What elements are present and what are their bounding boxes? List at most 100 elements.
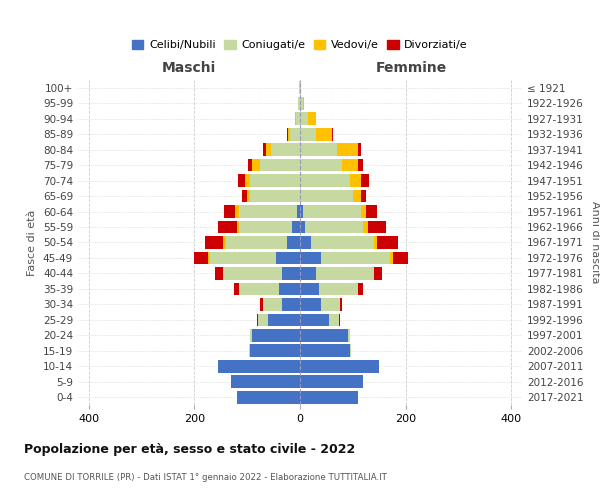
Bar [263,298,281,310]
Bar [300,344,350,357]
Bar [236,391,300,404]
Bar [316,128,332,140]
Bar [332,128,333,140]
Bar [239,205,298,218]
Bar [215,267,223,280]
Bar [238,174,245,187]
Bar [300,112,308,125]
Bar [300,376,364,388]
Bar [374,267,382,280]
Bar [374,236,377,249]
Bar [302,205,361,218]
Bar [247,190,250,202]
Bar [263,144,266,156]
Bar [338,314,340,326]
Text: Popolazione per età, sesso e stato civile - 2022: Popolazione per età, sesso e stato civil… [24,442,355,456]
Bar [350,344,351,357]
Bar [218,220,236,234]
Bar [300,144,337,156]
Bar [268,314,300,326]
Bar [266,144,271,156]
Bar [361,174,369,187]
Bar [218,360,300,372]
Bar [260,159,300,172]
Y-axis label: Anni di nascita: Anni di nascita [590,201,600,284]
Bar [276,252,300,264]
Bar [250,190,300,202]
Bar [205,236,223,249]
Bar [245,174,250,187]
Bar [361,205,366,218]
Bar [316,267,374,280]
Bar [300,205,302,218]
Bar [364,220,368,234]
Bar [337,144,358,156]
Bar [321,252,390,264]
Bar [210,252,276,264]
Bar [342,159,358,172]
Bar [361,190,366,202]
Bar [223,267,281,280]
Bar [271,144,300,156]
Bar [300,298,321,310]
Bar [300,360,379,372]
Bar [231,376,300,388]
Bar [300,128,316,140]
Bar [300,329,347,342]
Bar [239,220,292,234]
Bar [366,205,377,218]
Bar [260,298,263,310]
Bar [308,112,316,125]
Bar [292,220,300,234]
Bar [305,220,364,234]
Legend: Celibi/Nubili, Coniugati/e, Vedovi/e, Divorziati/e: Celibi/Nubili, Coniugati/e, Vedovi/e, Di… [128,35,472,54]
Bar [300,159,342,172]
Bar [302,97,304,110]
Bar [248,159,253,172]
Bar [319,282,358,296]
Bar [368,220,386,234]
Bar [300,267,316,280]
Bar [300,190,353,202]
Bar [392,252,409,264]
Bar [235,205,239,218]
Bar [300,220,305,234]
Bar [300,174,350,187]
Bar [329,314,338,326]
Bar [350,174,361,187]
Bar [300,97,302,110]
Bar [242,190,247,202]
Bar [300,314,329,326]
Bar [253,329,300,342]
Bar [250,329,253,342]
Bar [300,282,319,296]
Bar [257,314,258,326]
Bar [208,252,210,264]
Bar [287,128,288,140]
Bar [300,391,358,404]
Bar [300,252,321,264]
Bar [290,128,300,140]
Bar [298,97,300,110]
Text: COMUNE DI TORRILE (PR) - Dati ISTAT 1° gennaio 2022 - Elaborazione TUTTITALIA.IT: COMUNE DI TORRILE (PR) - Dati ISTAT 1° g… [24,472,387,482]
Bar [358,144,361,156]
Bar [279,282,300,296]
Bar [281,298,300,310]
Bar [249,344,250,357]
Bar [300,236,311,249]
Bar [250,344,300,357]
Bar [253,159,260,172]
Bar [311,236,374,249]
Bar [353,190,361,202]
Bar [358,159,364,172]
Y-axis label: Fasce di età: Fasce di età [28,210,37,276]
Bar [224,205,235,218]
Bar [236,220,239,234]
Bar [234,282,239,296]
Bar [377,236,398,249]
Bar [239,282,279,296]
Bar [347,329,350,342]
Bar [295,112,296,125]
Bar [226,236,287,249]
Bar [250,174,300,187]
